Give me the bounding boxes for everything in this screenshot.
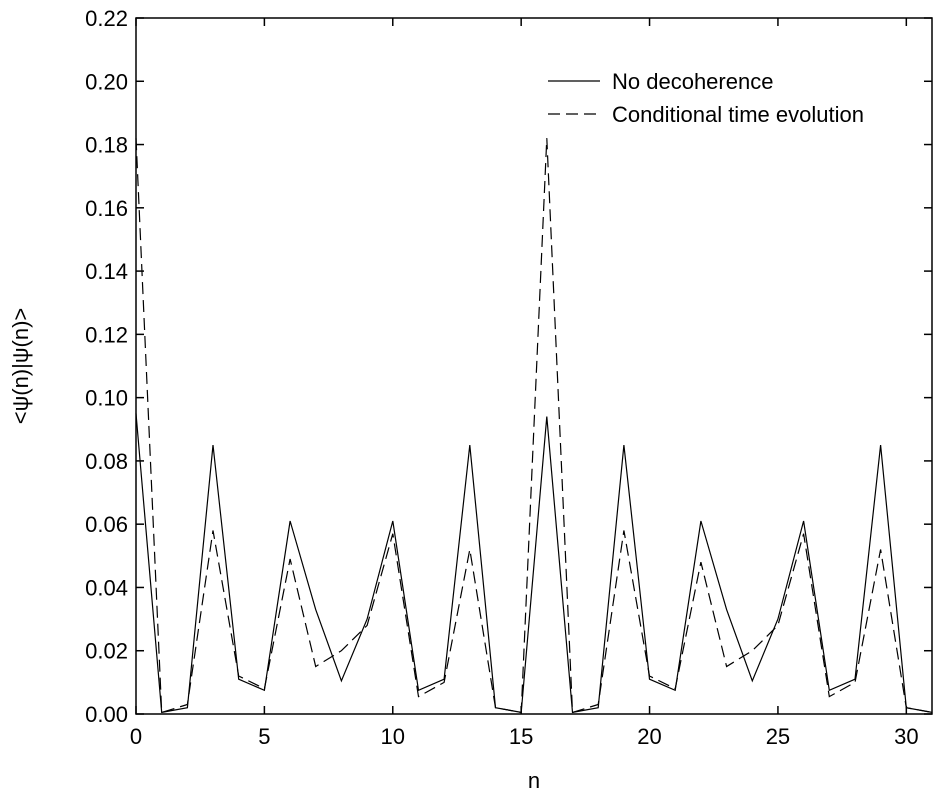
y-axis-title: <ψ(n)|ψ(n)> xyxy=(8,308,33,425)
x-tick-label: 20 xyxy=(637,724,661,749)
y-tick-label: 0.02 xyxy=(85,639,128,664)
x-tick-label: 15 xyxy=(509,724,533,749)
x-tick-label: 0 xyxy=(130,724,142,749)
y-tick-label: 0.00 xyxy=(85,702,128,727)
x-tick-label: 30 xyxy=(894,724,918,749)
y-tick-label: 0.12 xyxy=(85,322,128,347)
y-tick-label: 0.04 xyxy=(85,575,128,600)
axis-ticks: 0.00 0.02 0.04 0.06 0.08 0.10 0.12 0.14 0.16 0.18… xyxy=(85,6,932,749)
x-tick-label: 5 xyxy=(258,724,270,749)
y-tick-label: 0.20 xyxy=(85,69,128,94)
y-tick-label: 0.16 xyxy=(85,196,128,221)
y-tick-label: 0.22 xyxy=(85,6,128,31)
x-tick-label: 10 xyxy=(381,724,405,749)
plot-frame xyxy=(135,17,933,715)
x-axis-title: n xyxy=(528,768,540,793)
x-tick-label: 25 xyxy=(766,724,790,749)
y-tick-label: 0.08 xyxy=(85,449,128,474)
legend-label: No decoherence xyxy=(612,69,773,94)
y-tick-label: 0.06 xyxy=(85,512,128,537)
series-lines xyxy=(135,138,933,714)
legend-label: Conditional time evolution xyxy=(612,102,864,127)
series-line-1 xyxy=(135,413,933,714)
series-line-2 xyxy=(135,138,933,714)
legend: No decoherence Conditional time evolution xyxy=(548,69,864,127)
y-tick-label: 0.18 xyxy=(85,133,128,158)
y-tick-label: 0.10 xyxy=(85,386,128,411)
y-tick-label: 0.14 xyxy=(85,259,128,284)
